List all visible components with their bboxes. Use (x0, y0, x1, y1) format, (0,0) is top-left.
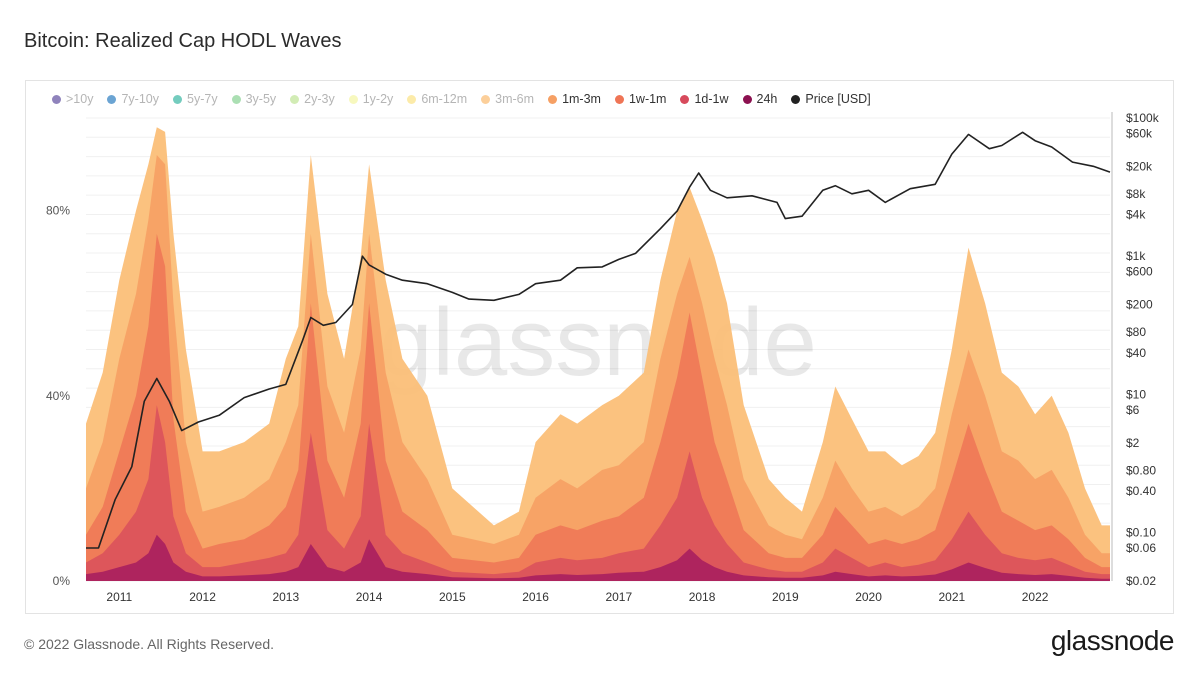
area-series-1m-3m (86, 155, 1110, 581)
legend-item-price-usd[interactable]: Price [USD] (791, 92, 871, 106)
y-left-tick-label: 0% (53, 574, 71, 588)
y-right-tick-label: $1k (1126, 249, 1146, 263)
legend-dot-icon (680, 94, 690, 104)
y-right-tick-label: $200 (1126, 298, 1153, 312)
x-tick-label: 2018 (689, 590, 716, 604)
x-tick-label: 2014 (356, 590, 383, 604)
page-title: Bitcoin: Realized Cap HODL Waves (24, 30, 342, 52)
chart-frame (25, 80, 1174, 614)
legend-item-24h[interactable]: 24h (742, 92, 778, 106)
legend-item-10y[interactable]: >10y (52, 92, 93, 106)
copyright-footer: © 2022 Glassnode. All Rights Reserved. (24, 636, 275, 652)
legend-label: 5y-7y (187, 92, 218, 106)
area-series-1w-1m (86, 233, 1110, 582)
y-right-tick-label: $60k (1126, 126, 1153, 140)
y-left-tick-label: 80% (46, 204, 70, 218)
y-right-tick-label: $0.02 (1126, 574, 1156, 588)
legend-dot-icon (52, 94, 61, 104)
x-tick-label: 2013 (272, 590, 299, 604)
legend-dot-icon (290, 94, 300, 104)
legend-label: >10y (66, 92, 94, 106)
x-tick-label: 2021 (938, 590, 965, 604)
legend-item-2y-3y[interactable]: 2y-3y (290, 92, 335, 106)
legend-dot-icon (407, 94, 417, 104)
y-right-tick-label: $20k (1126, 159, 1153, 173)
legend-dot-icon (614, 94, 624, 104)
legend-label: 24h (756, 92, 778, 106)
area-series-24h (86, 534, 1110, 581)
legend-label: 7y-10y (121, 92, 159, 106)
legend-item-1w-1m[interactable]: 1w-1m (614, 92, 667, 106)
y-right-tick-label: $600 (1126, 265, 1153, 279)
legend-dot-icon (107, 94, 117, 104)
y-right-tick-label: $80 (1126, 325, 1146, 339)
legend-dot-icon (481, 94, 491, 104)
y-right-tick-label: $0.80 (1126, 463, 1156, 477)
legend-label: 1w-1m (628, 92, 667, 106)
y-right-tick-label: $8k (1126, 187, 1146, 201)
legend-item-1y-2y[interactable]: 1y-2y (348, 92, 394, 106)
y-right-tick-label: $40 (1126, 346, 1146, 360)
y-right-tick-label: $4k (1126, 208, 1146, 222)
area-series-1d-1w (86, 405, 1110, 581)
legend-label: 3m-6m (495, 92, 535, 106)
legend-item-3m-6m[interactable]: 3m-6m (481, 92, 534, 106)
chart-legend: >10y 7y-10y 5y-7y 3y-5y 2y-3y 1y-2y 6m-12m 3m-6… (52, 90, 885, 108)
y-right-tick-label: $100k (1126, 111, 1160, 125)
y-right-tick-label: $2 (1126, 436, 1140, 450)
y-right-tick-label: $0.10 (1126, 526, 1156, 540)
legend-label: 6m-12m (421, 92, 468, 106)
y-right-tick-label: $6 (1126, 403, 1140, 417)
y-right-tick-label: $0.40 (1126, 484, 1156, 498)
legend-dot-icon (348, 94, 358, 104)
glassnode-logo[interactable]: glassnode (1050, 625, 1175, 656)
legend-dot-icon (173, 94, 182, 104)
legend-label: Price [USD] (805, 92, 871, 106)
legend-dot-icon (742, 94, 752, 104)
x-tick-label: 2015 (439, 590, 466, 604)
legend-label: 1d-1w (694, 92, 729, 106)
y-right-tick-label: $0.06 (1126, 541, 1156, 555)
x-tick-label: 2011 (106, 590, 132, 604)
legend-dot-icon (548, 94, 558, 104)
legend-label: 1m-3m (562, 92, 601, 106)
legend-dot-icon (231, 94, 241, 104)
x-tick-label: 2017 (605, 590, 632, 604)
legend-item-7y-10y[interactable]: 7y-10y (107, 92, 159, 106)
x-tick-label: 2020 (855, 590, 882, 604)
y-left-tick-label: 40% (46, 389, 70, 403)
legend-dot-icon (791, 94, 801, 104)
x-tick-label: 2019 (772, 590, 799, 604)
legend-label: 2y-3y (304, 92, 335, 106)
x-tick-label: 2022 (1022, 590, 1049, 604)
x-tick-label: 2012 (189, 590, 216, 604)
legend-item-1d-1w[interactable]: 1d-1w (680, 92, 729, 106)
watermark-text: glassnode (379, 289, 817, 396)
legend-item-6m-12m[interactable]: 6m-12m (407, 92, 467, 106)
legend-item-3y-5y[interactable]: 3y-5y (231, 92, 277, 106)
legend-item-1m-3m[interactable]: 1m-3m (548, 92, 601, 106)
price-line (86, 131, 1111, 549)
legend-label: 3y-5y (245, 92, 277, 106)
y-right-tick-label: $10 (1126, 387, 1146, 401)
legend-label: 1y-2y (362, 92, 394, 106)
x-tick-label: 2016 (522, 590, 549, 604)
legend-item-5y-7y[interactable]: 5y-7y (173, 92, 218, 106)
